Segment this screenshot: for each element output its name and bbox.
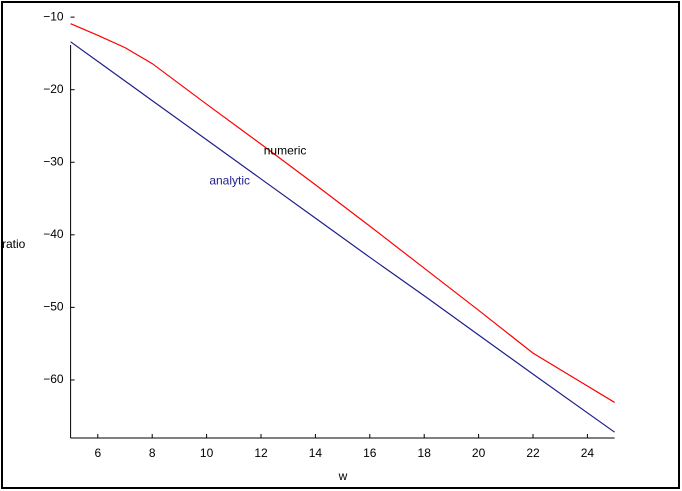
x-tick-label: 14 [309, 446, 323, 460]
line-series [70, 23, 615, 403]
x-tick-label: 22 [526, 446, 540, 460]
x-tick-label: 24 [581, 446, 595, 460]
x-axis-label: w [338, 469, 348, 483]
x-tick-label: 12 [254, 446, 268, 460]
x-tick-label: 18 [418, 446, 432, 460]
x-tick-label: 20 [472, 446, 486, 460]
y-tick-label: −50 [43, 300, 64, 314]
y-tick-label: −60 [43, 372, 64, 386]
x-tick-label: 10 [200, 446, 214, 460]
x-tick-label: 16 [363, 446, 377, 460]
x-tick-label: 6 [94, 446, 101, 460]
series-label: numeric [264, 144, 307, 158]
line-series [70, 41, 615, 433]
y-tick-label: −10 [43, 9, 64, 23]
y-tick-label: −30 [43, 154, 64, 168]
y-tick-label: −20 [43, 82, 64, 96]
series-label: analytic [209, 173, 250, 187]
x-tick-label: 8 [149, 446, 156, 460]
y-axis-label: ratio [2, 237, 26, 251]
y-tick-label: −40 [43, 227, 64, 241]
